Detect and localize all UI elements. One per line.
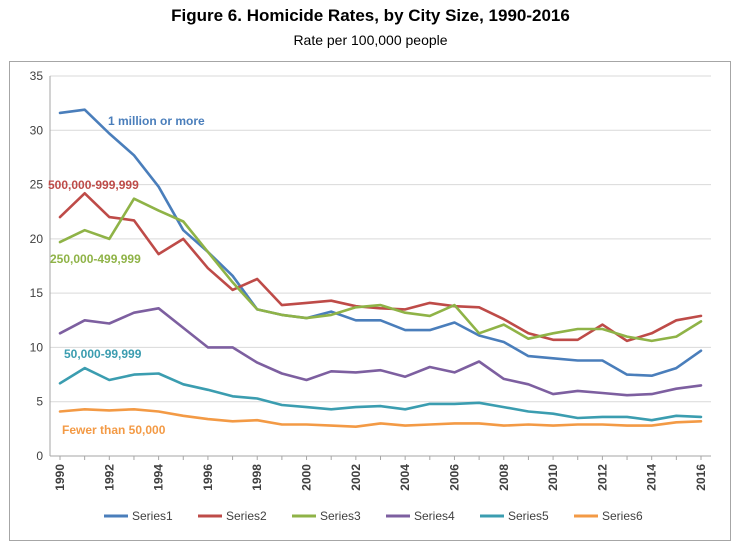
legend-label-series1: Series1 (132, 509, 173, 523)
gridlines (50, 75, 711, 403)
x-tick-label: 1990 (53, 464, 67, 491)
y-axis: 0 5 10 15 20 25 30 35 (30, 69, 51, 463)
x-tick-label: 2010 (546, 464, 560, 491)
series-annotation-series1: 1 million or more (108, 114, 205, 128)
x-tick-label: 2000 (300, 464, 314, 491)
series-annotations: 1 million or more 500,000-999,999 250,000-… (48, 114, 205, 437)
y-tick-label: 25 (30, 178, 44, 192)
series-line-series1 (58, 108, 703, 378)
x-tick-label: 1996 (201, 464, 215, 491)
legend: Series1 Series2 Series3 Series4 Series5 Serie… (104, 509, 643, 523)
series-annotation-series5: 50,000-99,999 (64, 347, 142, 361)
x-tick-label: 1994 (152, 464, 166, 491)
x-axis: 1990 1992 1994 1996 1998 2000 2002 2004 2006 2008… (50, 455, 711, 491)
series-lines (58, 108, 703, 429)
series-annotation-series6: Fewer than 50,000 (62, 423, 166, 437)
x-tick-label: 2012 (595, 464, 609, 491)
y-tick-label: 10 (30, 340, 44, 354)
series-annotation-series3: 250,000-499,999 (50, 252, 141, 266)
series-line-series6 (58, 407, 703, 429)
legend-label-series2: Series2 (226, 509, 267, 523)
series-line-series3 (58, 197, 703, 343)
chart-title: Figure 6. Homicide Rates, by City Size, … (171, 6, 570, 25)
series-line-series5 (58, 366, 703, 422)
series-line-series4 (58, 306, 703, 397)
legend-label-series5: Series5 (508, 509, 549, 523)
series-annotation-series2: 500,000-999,999 (48, 178, 139, 192)
chart-frame (9, 61, 731, 541)
y-tick-label: 0 (36, 449, 43, 463)
x-tick-label: 2014 (645, 464, 659, 491)
x-tick-label: 2008 (497, 464, 511, 491)
series-line-series2 (58, 192, 703, 343)
chart-subtitle: Rate per 100,000 people (293, 32, 448, 48)
y-tick-label: 15 (30, 286, 44, 300)
x-tick-label: 1998 (250, 464, 264, 491)
legend-label-series6: Series6 (602, 509, 643, 523)
y-tick-label: 35 (30, 69, 44, 83)
legend-label-series4: Series4 (414, 509, 455, 523)
legend-label-series3: Series3 (320, 509, 361, 523)
x-tick-label: 2002 (349, 464, 363, 491)
y-tick-label: 5 (36, 395, 43, 409)
x-tick-label: 2016 (694, 464, 708, 491)
y-tick-label: 30 (30, 123, 44, 137)
x-tick-label: 2004 (398, 464, 412, 491)
y-tick-label: 20 (30, 232, 44, 246)
x-tick-label: 1992 (102, 464, 116, 491)
x-tick-label: 2006 (447, 464, 461, 491)
